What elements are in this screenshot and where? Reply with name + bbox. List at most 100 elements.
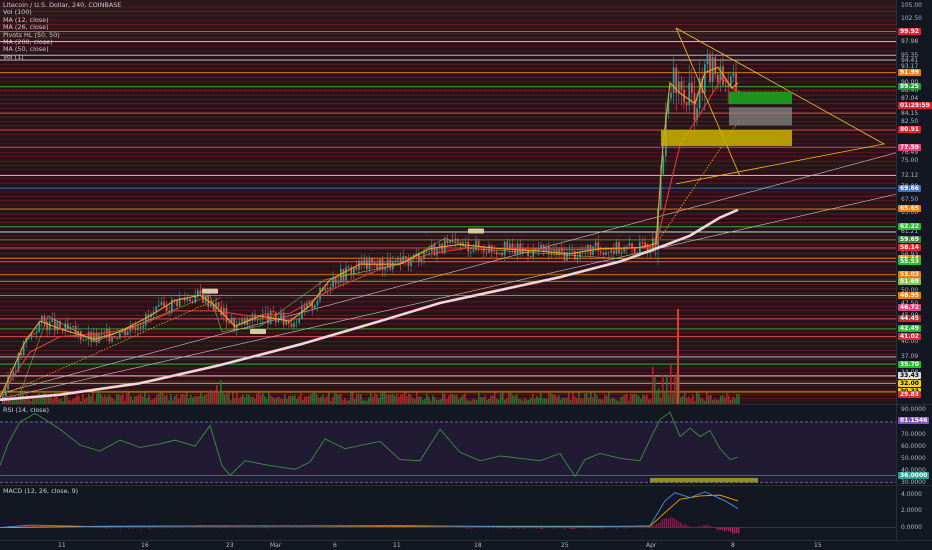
macd-histogram-bar [706,524,708,528]
macd-histogram-bar [180,527,182,529]
price-level-badge: 35.70 [898,360,921,368]
macd-histogram-bar [248,526,250,528]
candle-body [529,255,532,257]
volume-bar [226,393,228,404]
volume-bar [532,394,534,404]
volume-bar [694,400,696,404]
macd-histogram-bar [24,525,26,528]
volume-bar [474,399,476,404]
macd-histogram-bar [318,527,320,529]
macd-histogram-bar [470,527,472,529]
candle-body [623,246,626,252]
candle-body [659,174,662,210]
macd-histogram-bar [260,527,262,529]
pane-separator[interactable] [0,485,932,486]
candle-body [111,336,113,342]
candle-body [113,336,116,338]
macd-histogram-bar [396,526,398,528]
macd-pane[interactable]: MACD (12, 26, close, 9) [0,486,896,540]
volume-bar [340,393,342,404]
volume-bar [670,363,672,404]
trendline-lower [0,193,896,400]
volume-bar [528,399,530,404]
macd-histogram-bar [92,526,94,528]
volume-bar [432,395,434,404]
price-level-badge: 55.53 [898,257,921,265]
volume-bar [354,399,356,404]
volume-bar [704,400,706,404]
macd-histogram-bar [424,526,426,528]
macd-histogram-bar [664,518,666,528]
candle-body [477,240,480,247]
candle-body [535,247,537,252]
price-pane[interactable]: Litecoin / U.S. Dollar, 240, COINBASE Vo… [0,0,896,404]
volume-bar [416,392,418,404]
volume-bar [274,398,276,404]
candle-body [15,371,17,373]
volume-bar [108,394,110,404]
pane-separator[interactable] [0,404,932,405]
macd-histogram-bar [708,525,710,528]
price-level-badge: 62.22 [898,223,921,231]
macd-histogram-bar [532,527,534,529]
macd-histogram-bar [584,527,586,528]
price-level-badge: 41.02 [898,333,921,341]
volume-bar [194,396,196,404]
volume-bar [566,397,568,404]
macd-histogram-bar [688,525,690,528]
candle-body [22,342,25,356]
candle-body [194,296,197,303]
macd-histogram-bar [214,526,216,528]
volume-bar [304,396,306,404]
rsi-chart[interactable] [0,405,896,485]
volume-bar [506,398,508,404]
macd-axis[interactable]: 4.0000 2.0000 0.0000 [896,486,932,540]
volume-bar [430,400,432,404]
volume-bar [198,396,200,404]
volume-bar [24,398,26,404]
volume-bar [476,400,478,404]
volume-bar [620,397,622,404]
volume-bar [196,396,198,404]
volume-bar [456,394,458,404]
macd-histogram-bar [112,527,114,529]
rsi-axis[interactable]: 90.0000 70.0000 60.0000 50.0000 40.0000 30.00… [896,405,932,486]
macd-histogram-bar [734,527,736,534]
volume-bar [412,397,414,404]
macd-histogram-bar [586,527,588,529]
volume-bar [542,398,544,404]
rsi-pane[interactable]: RSI (14, close) [0,405,896,485]
candle-body [87,331,90,339]
macd-histogram-bar [674,518,676,528]
candle-body [425,252,428,254]
volume-bar [94,400,96,404]
pivot-tag [468,228,484,234]
volume-bar [644,395,646,404]
volume-bar [280,398,282,404]
time-axis[interactable]: 11 16 23 Mar 6 11 18 25 Apr 8 15 [0,540,932,550]
background-zone [0,0,896,404]
volume-bar [202,395,204,404]
volume-bar [408,393,410,404]
candle-body [285,320,288,325]
candle-body [719,66,722,82]
volume-bar [342,400,344,404]
volume-bar [454,394,456,404]
macd-chart[interactable] [0,486,896,540]
volume-bar [168,400,170,404]
volume-bar [448,395,450,404]
macd-legend: MACD (12, 26, close, 9) [3,487,79,495]
time-tick-label: 23 [226,542,234,549]
macd-histogram-bar [314,526,316,528]
volume-bar [170,393,172,404]
price-chart[interactable] [0,0,896,404]
volume-bar [326,396,328,404]
macd-tick-label: 4.0000 [901,490,922,498]
candle-body [254,314,256,321]
macd-histogram-bar [672,517,674,528]
volume-bar [396,393,398,404]
volume-bar [68,399,70,404]
price-tick-label: 82.50 [901,118,919,126]
